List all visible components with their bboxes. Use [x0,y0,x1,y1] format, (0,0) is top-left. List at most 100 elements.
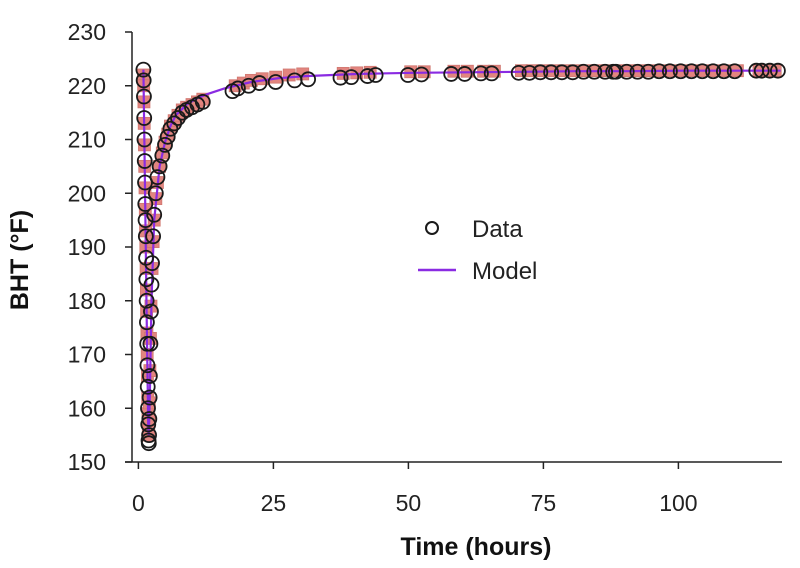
data-point [716,63,732,80]
y-tick-label: 230 [68,19,106,45]
data-point [608,63,624,80]
data-point [140,416,157,433]
plot-area [135,61,786,452]
legend-label-data: Data [472,216,523,243]
legend-item-model: Model [418,258,537,285]
data-point [136,131,153,148]
data-point [694,63,711,80]
x-tick-label: 100 [659,490,697,516]
x-axis: 0 25 50 75 100 [125,461,782,516]
data-point [141,389,158,406]
data-point [138,292,155,309]
data-point [300,71,317,88]
data-point [170,110,186,126]
data-point [618,63,635,80]
model-line [142,69,781,436]
data-point [137,196,154,212]
data-point [141,368,158,384]
data-point [575,63,592,80]
data-point [586,63,603,80]
data-point [159,128,176,145]
data-point [147,185,164,202]
data-point [139,357,156,374]
data-point [510,64,527,81]
data-point [139,314,155,331]
x-tick-label: 25 [261,490,287,516]
data-point [229,80,246,97]
data-point [359,68,376,84]
data-point [144,255,160,272]
data-point [672,63,689,80]
data-point [140,435,157,452]
x-axis-title: Time (hours) [401,533,552,561]
data-point [753,62,770,79]
data-point [683,63,700,80]
series-data [135,61,786,452]
data-point [151,158,168,175]
y-tick-label: 200 [68,180,106,206]
data-point [143,303,159,320]
data-point [145,228,162,245]
data-point [413,66,430,83]
data-point [483,65,500,82]
legend-label-model: Model [472,258,537,285]
data-point [662,63,678,80]
y-tick-label: 190 [68,234,106,260]
data-point [521,64,538,81]
data-point [140,400,156,417]
data-point [141,427,157,444]
data-point [456,66,473,82]
data-point [343,69,360,86]
data-point [651,63,667,80]
data-point [472,65,489,82]
data-point [194,93,211,110]
x-tick-label: 50 [396,490,422,516]
data-point [157,136,173,153]
data-point [154,147,171,164]
series-secondary [136,64,782,442]
data-point [367,67,384,83]
data-point [564,64,581,81]
data-point [136,88,152,105]
data-point [141,411,158,427]
data-point [761,62,778,79]
data-point [532,64,549,81]
data-point [137,212,154,229]
y-tick-label: 160 [68,395,106,421]
y-tick-label: 170 [68,342,106,368]
data-point [332,69,349,86]
legend-marker-data [425,221,439,235]
data-point [726,63,743,80]
data-point [136,110,153,126]
data-point [142,335,159,352]
data-point [137,228,154,245]
y-axis-title: BHT (°F) [6,210,34,310]
data-point [251,75,268,91]
data-point [139,378,156,395]
y-tick-label: 180 [68,288,106,314]
data-point [240,77,257,94]
data-point [149,169,166,186]
data-point [629,63,646,80]
data-point [705,63,721,80]
legend: Data Model [418,216,537,285]
data-point [135,72,152,89]
legend-item-data: Data [425,216,523,243]
x-ticks: 0 25 50 75 100 [132,462,698,516]
data-point [770,62,786,79]
data-point [143,276,160,293]
data-point [597,63,613,80]
data-point [146,206,163,223]
data-point [543,64,559,81]
y-ticks: 150 160 170 180 190 200 210 220 230 [68,19,132,475]
data-point [267,74,284,90]
data-point [135,61,152,78]
x-tick-label: 0 [132,490,145,516]
data-point [640,63,657,80]
y-tick-label: 210 [68,127,106,153]
y-tick-label: 220 [68,73,106,99]
data-point [136,153,153,169]
y-tick-label: 150 [68,449,106,475]
series-model [142,69,781,436]
